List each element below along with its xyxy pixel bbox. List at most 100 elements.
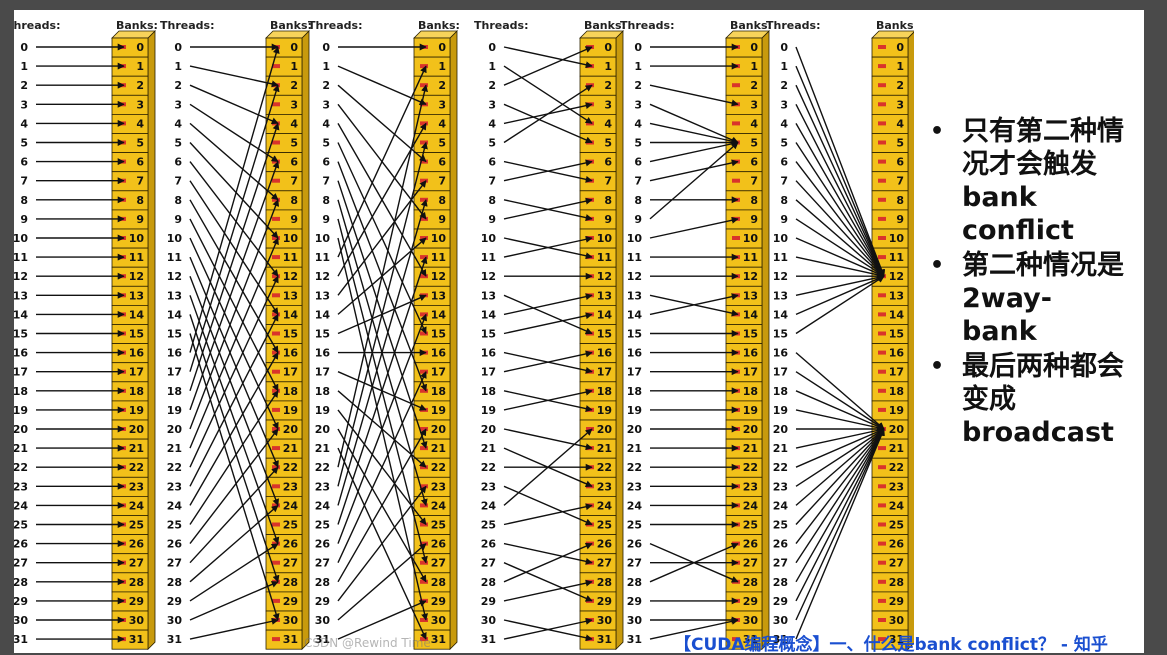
bank-label: 20 xyxy=(129,423,145,436)
bank-label: 31 xyxy=(129,633,144,646)
thread-label: 18 xyxy=(481,385,496,398)
bank-label: 15 xyxy=(129,328,144,341)
banks-header: Banks: xyxy=(876,19,914,32)
bank-label: 2 xyxy=(136,79,144,92)
bank-label: 11 xyxy=(597,251,612,264)
bank-cell xyxy=(871,629,909,650)
bank-label: 21 xyxy=(283,442,298,455)
thread-label: 4 xyxy=(174,117,182,130)
thread-bank-arrow xyxy=(337,371,427,563)
thread-label: 20 xyxy=(14,423,28,436)
thread-label: 22 xyxy=(167,461,182,474)
thread-label: 26 xyxy=(627,538,643,551)
thread-label: 30 xyxy=(315,614,331,627)
thread-label: 3 xyxy=(20,98,28,111)
bank-label: 19 xyxy=(129,404,144,417)
bank-label: 10 xyxy=(431,232,447,245)
thread-label: 12 xyxy=(167,270,182,283)
bank-column-side xyxy=(449,30,458,651)
thread-bank-arrow xyxy=(795,275,885,335)
bank-label: 27 xyxy=(597,557,612,570)
bank-marker xyxy=(878,503,886,508)
thread-bank-arrow xyxy=(503,388,593,411)
thread-label: 12 xyxy=(627,270,642,283)
bank-marker xyxy=(878,121,886,126)
thread-bank-arrow xyxy=(189,256,279,468)
bank-column-top xyxy=(871,30,914,39)
thread-label: 4 xyxy=(488,117,496,130)
bank-label: 29 xyxy=(431,595,446,608)
bank-marker xyxy=(878,369,886,374)
thread-bank-arrow xyxy=(795,428,885,487)
thread-label: 28 xyxy=(167,576,182,589)
thread-label: 7 xyxy=(634,175,642,188)
thread-label: 7 xyxy=(174,175,182,188)
thread-label: 3 xyxy=(634,98,642,111)
thread-label: 24 xyxy=(315,499,331,512)
threads-header: Threads: xyxy=(620,19,674,32)
thread-label: 26 xyxy=(14,538,28,551)
bank-column-top xyxy=(265,30,310,39)
thread-label: 14 xyxy=(773,308,789,321)
bank-label: 5 xyxy=(136,137,144,150)
bank-label: 5 xyxy=(750,137,758,150)
thread-label: 20 xyxy=(315,423,331,436)
thread-bank-arrow xyxy=(649,542,739,583)
bank-marker xyxy=(878,350,886,355)
thread-label: 31 xyxy=(481,633,496,646)
bank-label: 6 xyxy=(896,156,904,169)
thread-bank-arrow xyxy=(189,65,279,88)
bank-marker xyxy=(732,236,740,240)
bank-label: 14 xyxy=(283,308,299,321)
thread-label: 17 xyxy=(167,366,182,379)
thread-bank-arrow xyxy=(795,237,885,277)
thread-label: 3 xyxy=(488,98,496,111)
bank-label: 4 xyxy=(290,117,298,130)
bank-label: 15 xyxy=(889,328,904,341)
thread-bank-arrow xyxy=(503,428,593,451)
thread-bank-arrow xyxy=(503,562,593,602)
bank-label: 24 xyxy=(889,499,905,512)
bank-label: 3 xyxy=(896,98,904,111)
banks-header: Banks: xyxy=(730,19,772,32)
bank-marker xyxy=(420,121,428,126)
thread-label: 10 xyxy=(167,232,183,245)
thread-label: 16 xyxy=(773,347,789,360)
bank-column-side xyxy=(301,30,310,651)
thread-label: 29 xyxy=(14,595,28,608)
thread-bank-arrow xyxy=(503,617,593,640)
thread-label: 22 xyxy=(14,461,28,474)
thread-label: 9 xyxy=(634,213,642,226)
thread-bank-arrow xyxy=(649,159,739,182)
thread-label: 29 xyxy=(167,595,182,608)
thread-bank-arrow xyxy=(795,428,885,602)
thread-label: 17 xyxy=(627,366,642,379)
thread-bank-arrow xyxy=(649,103,739,144)
bank-marker xyxy=(732,121,740,126)
bank-label: 9 xyxy=(750,213,758,226)
bank-label: 17 xyxy=(129,366,144,379)
thread-label: 19 xyxy=(14,404,28,417)
bank-label: 21 xyxy=(889,442,904,455)
thread-label: 23 xyxy=(315,480,330,493)
bank-label: 27 xyxy=(283,557,298,570)
thread-label: 0 xyxy=(20,41,28,54)
bank-marker xyxy=(272,64,280,69)
bank-label: 1 xyxy=(290,60,298,73)
bank-marker xyxy=(878,388,886,393)
thread-bank-arrow xyxy=(189,103,279,163)
source-link[interactable]: 【CUDA编程概念】一、什么是bank conflict？ - 知乎 xyxy=(674,635,1108,655)
thread-label: 1 xyxy=(20,60,28,73)
bank-marker xyxy=(272,637,280,642)
bank-marker xyxy=(272,102,280,107)
thread-bank-arrow xyxy=(189,617,279,640)
bank-label: 15 xyxy=(283,328,298,341)
bank-marker xyxy=(878,579,886,584)
thread-label: 10 xyxy=(481,232,497,245)
thread-label: 2 xyxy=(634,79,642,92)
bank-label: 10 xyxy=(743,232,759,245)
bank-label: 28 xyxy=(431,576,446,589)
bank-marker xyxy=(878,293,886,298)
bullet-item: • 最后两种都会变成broadcast xyxy=(926,350,1126,449)
bank-label: 6 xyxy=(290,156,298,169)
